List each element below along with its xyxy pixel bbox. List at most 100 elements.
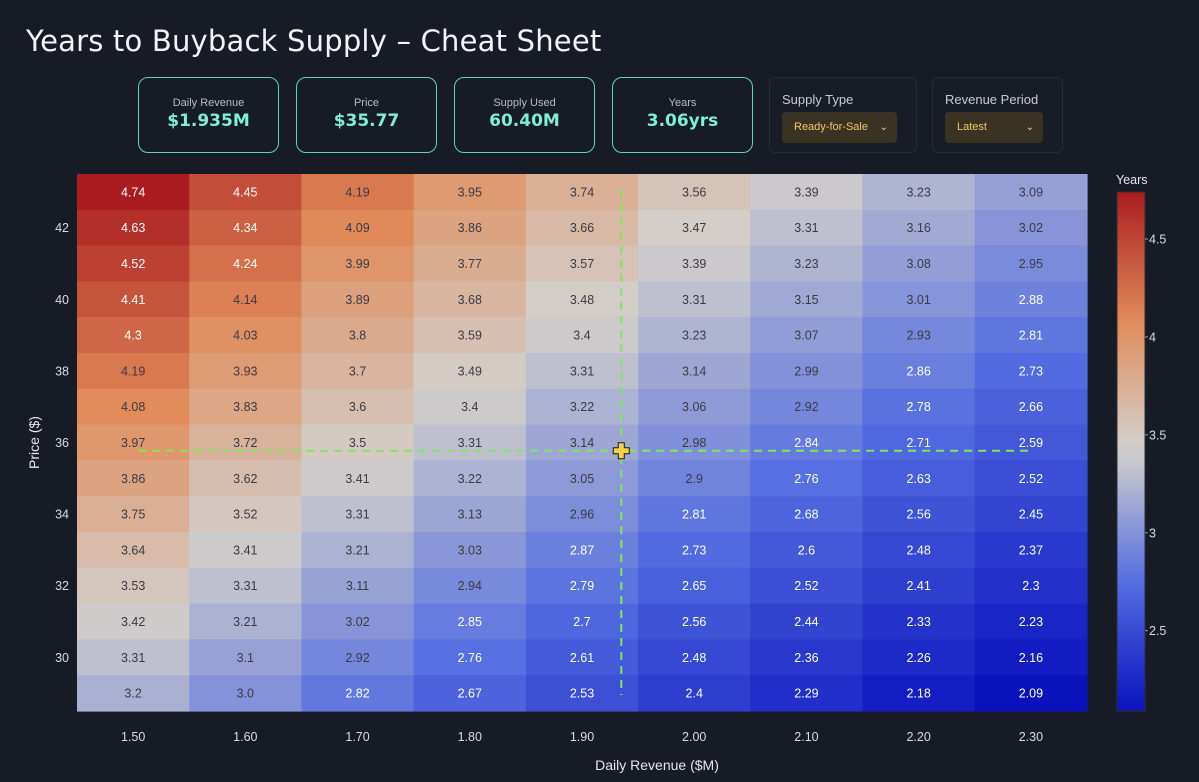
cell-value-label: 2.16 xyxy=(1019,651,1043,665)
cell-value-label: 3.41 xyxy=(233,543,257,557)
heatmap-cell xyxy=(77,174,190,211)
heatmap-cell xyxy=(189,209,303,247)
cell-value-label: 3.06 xyxy=(682,400,706,414)
cell-value-label: 4.19 xyxy=(345,185,369,199)
heatmap-cell xyxy=(189,245,303,282)
heatmap-cell xyxy=(862,424,976,461)
heatmap-cell xyxy=(750,532,864,569)
revenue-period-select[interactable]: Latest ⌄ xyxy=(945,112,1043,143)
x-axis-title: Daily Revenue ($M) xyxy=(595,757,719,773)
cell-value-label: 2.9 xyxy=(686,472,703,486)
heatmap-cell xyxy=(974,532,1088,569)
cell-value-label: 3.4 xyxy=(573,329,590,343)
page-title: Years to Buyback Supply – Cheat Sheet xyxy=(26,24,602,58)
heatmap-cell xyxy=(862,174,976,211)
cell-value-label: 2.45 xyxy=(1019,508,1043,522)
cell-value-label: 4.74 xyxy=(121,185,145,199)
cell-value-label: 3.97 xyxy=(121,436,145,450)
y-tick-label: 34 xyxy=(55,508,69,522)
cell-value-label: 2.41 xyxy=(906,579,930,593)
cell-value-label: 3.62 xyxy=(233,472,257,486)
heatmap-cell xyxy=(638,209,751,247)
heatmap-cell xyxy=(974,424,1088,461)
cell-value-label: 3.47 xyxy=(682,221,706,235)
heatmap-cell xyxy=(862,639,976,676)
revenue-period-value: Latest xyxy=(957,121,987,133)
cell-value-label: 3.74 xyxy=(570,185,594,199)
cell-value-label: 3.21 xyxy=(345,543,369,557)
heatmap-cell xyxy=(77,245,190,282)
cell-value-label: 3.31 xyxy=(233,579,257,593)
cell-value-label: 2.68 xyxy=(794,508,818,522)
cell-value-label: 2.26 xyxy=(906,651,930,665)
heatmap-cell xyxy=(862,317,976,354)
cell-value-label: 3.95 xyxy=(458,185,482,199)
heatmap-cell xyxy=(750,245,864,282)
cell-value-label: 2.81 xyxy=(1019,329,1043,343)
cell-value-label: 3.89 xyxy=(345,293,369,307)
heatmap-cell xyxy=(974,317,1088,354)
heatmap-cell xyxy=(750,567,864,605)
cell-value-label: 3.11 xyxy=(346,579,369,593)
heatmap-cell xyxy=(77,317,190,354)
heatmap-cell xyxy=(301,424,415,461)
cell-value-label: 2.76 xyxy=(794,472,818,486)
cell-value-label: 2.79 xyxy=(570,579,594,593)
heatmap-cell xyxy=(974,209,1088,247)
cell-value-label: 3.21 xyxy=(233,615,257,629)
y-tick-label: 36 xyxy=(55,436,69,450)
heatmap-cell xyxy=(413,424,527,461)
heatmap-cell xyxy=(301,281,415,318)
cell-value-label: 4.41 xyxy=(121,293,145,307)
heatmap-cell xyxy=(974,353,1088,390)
heatmap-cell xyxy=(750,317,864,354)
cell-value-label: 2.84 xyxy=(794,436,818,450)
heatmap-cell xyxy=(525,603,639,640)
y-tick-label: 32 xyxy=(55,579,69,593)
supply-type-label: Supply Type xyxy=(782,92,854,107)
colorbar-tick-label: 4 xyxy=(1149,330,1156,344)
cell-value-label: 3.2 xyxy=(124,687,141,701)
heatmap-cell xyxy=(974,675,1088,712)
cell-value-label: 3.03 xyxy=(458,543,482,557)
heatmap-cell xyxy=(301,639,415,676)
heatmap-cell xyxy=(862,388,976,426)
supply-type-select[interactable]: Ready-for-Sale ⌄ xyxy=(782,112,897,143)
colorbar xyxy=(1116,191,1146,712)
heatmap-cell xyxy=(974,639,1088,676)
heatmap-cell xyxy=(974,460,1088,497)
cell-value-label: 2.65 xyxy=(682,579,706,593)
heatmap-cell xyxy=(413,245,527,282)
cell-value-label: 2.18 xyxy=(906,687,930,701)
cell-value-label: 3.49 xyxy=(458,364,482,378)
heatmap-cell xyxy=(189,496,303,533)
cell-value-label: 2.37 xyxy=(1019,543,1043,557)
cell-value-label: 2.6 xyxy=(798,543,815,557)
heatmap-cell xyxy=(638,639,751,676)
cell-value-label: 3.01 xyxy=(906,293,930,307)
heatmap-cell xyxy=(77,603,190,640)
cell-value-label: 4.34 xyxy=(233,221,257,235)
cell-value-label: 4.09 xyxy=(345,221,369,235)
stat-label: Daily Revenue xyxy=(172,97,245,109)
heatmap-cell xyxy=(189,532,303,569)
cell-value-label: 3.31 xyxy=(458,436,482,450)
heatmap-cell xyxy=(750,388,864,426)
colorbar-tick-label: 2.5 xyxy=(1149,624,1166,638)
heatmap-cell xyxy=(862,209,976,247)
cell-value-label: 2.67 xyxy=(458,687,482,701)
cell-value-label: 2.56 xyxy=(906,508,930,522)
cell-value-label: 3.14 xyxy=(682,364,706,378)
heatmap-cell xyxy=(189,424,303,461)
heatmap-cell xyxy=(301,567,415,605)
cell-value-label: 3.14 xyxy=(570,436,594,450)
cell-value-label: 2.93 xyxy=(906,329,930,343)
cell-value-label: 4.03 xyxy=(233,329,257,343)
cell-value-label: 2.52 xyxy=(794,579,818,593)
x-tick-label: 2.00 xyxy=(682,730,706,744)
cell-value-label: 3.31 xyxy=(121,651,145,665)
heatmap-cell xyxy=(638,567,751,605)
x-tick-label: 1.90 xyxy=(570,730,594,744)
cell-value-label: 3.86 xyxy=(458,221,482,235)
